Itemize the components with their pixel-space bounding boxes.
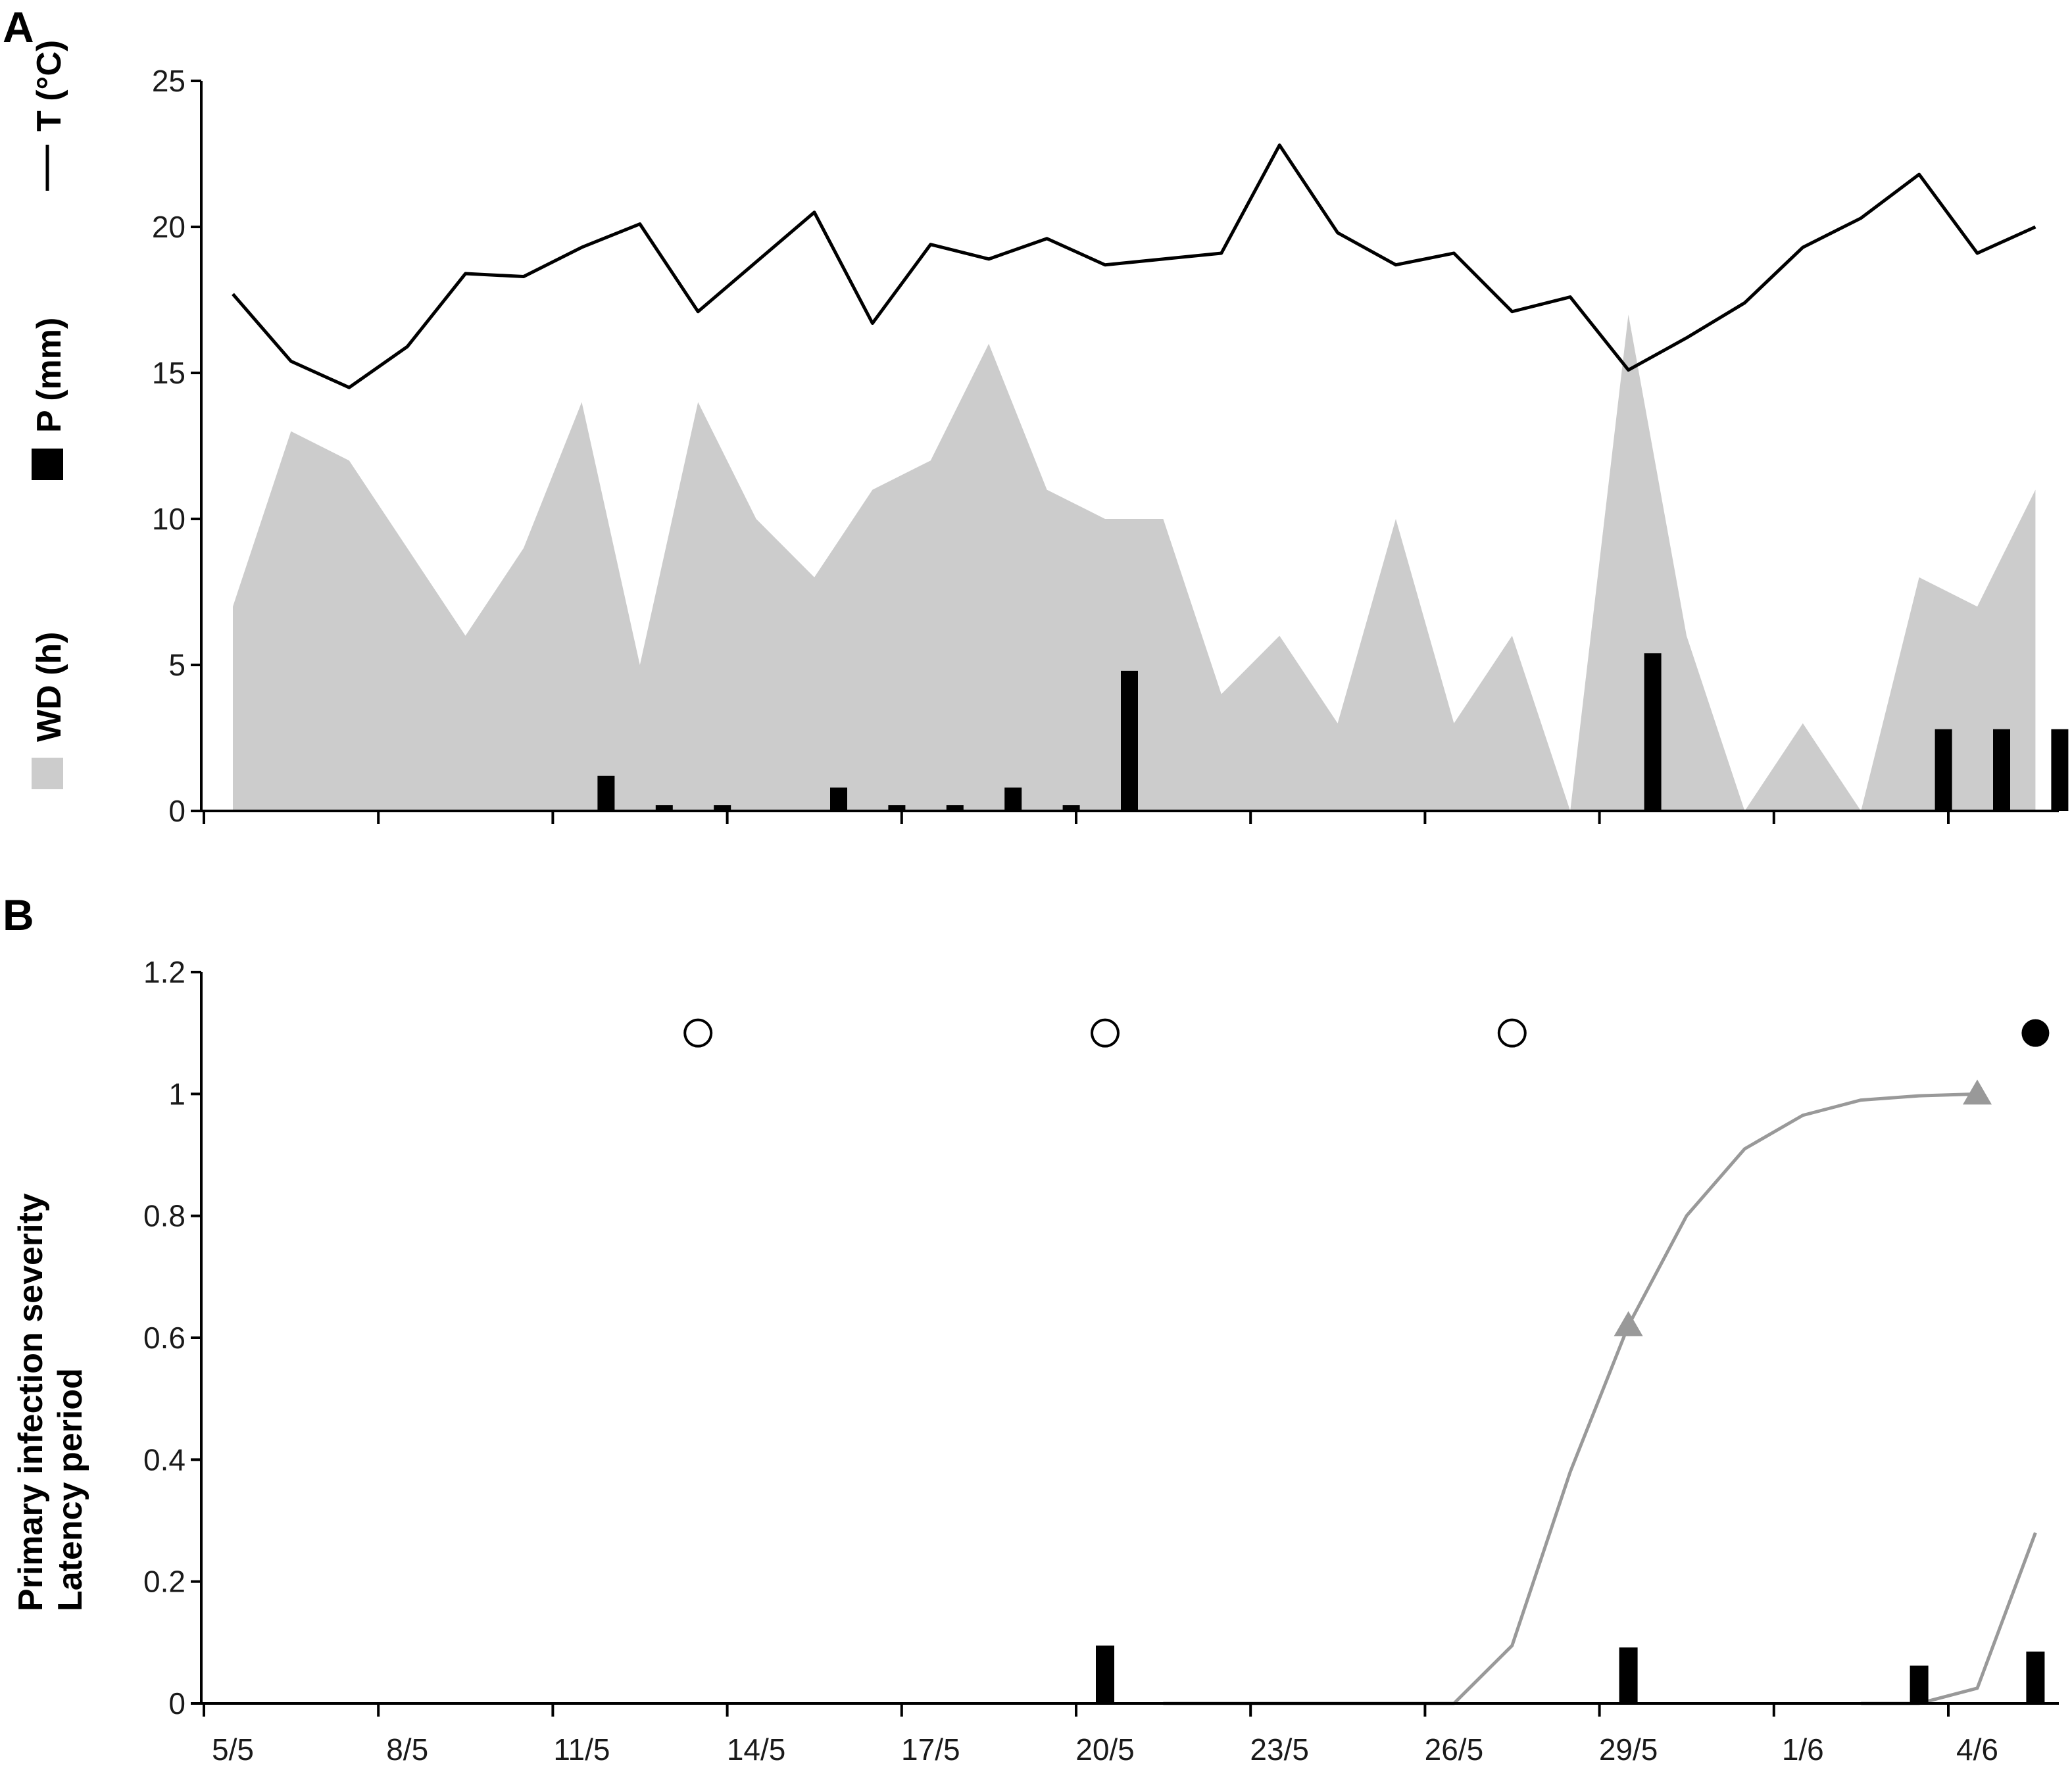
panel-label-b: B xyxy=(3,891,34,939)
x-tick-label: 20/5 xyxy=(1075,1732,1135,1767)
x-tick-label: 23/5 xyxy=(1250,1732,1309,1767)
panel-label-a: A xyxy=(3,3,34,51)
precipitation-bar xyxy=(597,775,615,811)
x-tick-label: 1/6 xyxy=(1782,1732,1824,1767)
precipitation-bar xyxy=(830,787,847,811)
y-tick-label: 0.2 xyxy=(143,1565,185,1599)
panel-a-x-ticks xyxy=(203,811,1950,824)
panel-b-y-ticks: 0 0.2 0.4 0.6 0.8 1 1.2 xyxy=(143,955,201,1721)
panel-b-y-title-group: Primary infection severity Latency period xyxy=(12,1193,89,1611)
y-tick-label: 0.8 xyxy=(143,1199,185,1233)
wd-area xyxy=(233,314,2036,811)
x-tick-label: 17/5 xyxy=(901,1732,960,1767)
precipitation-bar xyxy=(1993,729,2010,811)
triangle-marker xyxy=(1963,1079,1992,1105)
x-tick-label: 4/6 xyxy=(1956,1732,1998,1767)
precipitation-bar xyxy=(946,805,964,811)
x-tick-label: 26/5 xyxy=(1425,1732,1484,1767)
precipitation-bars xyxy=(597,653,2069,811)
panel-b-bar xyxy=(1619,1647,1638,1703)
panel-b-bar xyxy=(1910,1665,1929,1703)
y-title-line-1: Primary infection severity xyxy=(12,1193,50,1611)
panel-a-y-ticks: 0 5 10 15 20 25 xyxy=(152,64,201,828)
t-label: T (°C) xyxy=(30,40,68,132)
panel-b-y-axis-title: Primary infection severity Latency period xyxy=(12,1193,89,1611)
precipitation-bar xyxy=(714,805,731,811)
x-tick-label: 11/5 xyxy=(553,1732,610,1767)
panel-b-bars xyxy=(1096,1645,2045,1703)
precipitation-bar xyxy=(888,805,906,811)
precipitation-bar xyxy=(1644,653,1662,811)
x-tick-label: 5/5 xyxy=(212,1732,254,1767)
panel-b-bar xyxy=(2026,1651,2045,1703)
y-tick-label: 1.2 xyxy=(143,955,185,989)
y-tick-label: 5 xyxy=(168,648,185,682)
panel-a-chart: 0 5 10 15 20 25 WD (h) P (mm) T (°C) xyxy=(30,40,2069,828)
precipitation-bar xyxy=(1121,670,1138,811)
y-tick-label: 0 xyxy=(168,1686,185,1721)
panel-b-x-ticks: 5/5 8/5 11/5 14/5 17/5 20/5 23/5 26/5 29/5 1/6 4/6 xyxy=(203,1703,1998,1767)
panel-b-curves xyxy=(1163,1092,2037,1705)
open-circle-marker xyxy=(683,1018,713,1048)
y-tick-label: 20 xyxy=(152,210,185,244)
y-tick-label: 15 xyxy=(152,356,185,390)
y-tick-label: 10 xyxy=(152,502,185,536)
triangle-marker xyxy=(1614,1311,1643,1336)
x-tick-label: 29/5 xyxy=(1599,1732,1658,1767)
x-tick-label: 14/5 xyxy=(727,1732,786,1767)
panel-a-axes xyxy=(200,81,2059,812)
wd-label: WD (h) xyxy=(30,632,68,742)
temperature-line-series xyxy=(232,143,2036,389)
wd-area-series xyxy=(233,314,2036,811)
precipitation-bar xyxy=(1062,805,1080,811)
temperature-line xyxy=(232,143,2036,389)
precipitation-bar xyxy=(1004,787,1022,811)
y-tick-label: 0.6 xyxy=(143,1321,185,1355)
panel-b-bar xyxy=(1096,1645,1114,1703)
y-tick-label: 0.4 xyxy=(143,1442,185,1477)
panel-b-axes xyxy=(200,972,2059,1705)
y-title-line-2: Latency period xyxy=(51,1368,89,1611)
p-legend-swatch xyxy=(32,449,63,480)
filled-circle-marker xyxy=(2021,1019,2050,1047)
open-circle-marker xyxy=(1497,1018,1527,1048)
panel-a-y-title-group: WD (h) P (mm) T (°C) xyxy=(30,40,68,789)
wd-legend-swatch xyxy=(32,758,63,789)
panel-b-markers xyxy=(683,1018,2050,1336)
y-tick-label: 0 xyxy=(168,794,185,828)
y-tick-label: 1 xyxy=(168,1077,185,1111)
panel-b-chart: 0 0.2 0.4 0.6 0.8 1 1.2 5/5 8/5 11/5 14/5 17/5 20/5… xyxy=(12,955,2059,1767)
y-tick-label: 25 xyxy=(152,64,185,98)
x-tick-label: 8/5 xyxy=(386,1732,428,1767)
severity-curve xyxy=(1861,1532,2037,1705)
precipitation-bar xyxy=(1935,729,1952,811)
precipitation-bar xyxy=(2051,729,2069,811)
panel-a-y-axis-title: WD (h) P (mm) T (°C) xyxy=(30,40,68,789)
p-label: P (mm) xyxy=(30,318,68,433)
latency-curve xyxy=(1163,1092,1978,1705)
open-circle-marker xyxy=(1091,1018,1120,1048)
precipitation-bar xyxy=(655,805,673,811)
